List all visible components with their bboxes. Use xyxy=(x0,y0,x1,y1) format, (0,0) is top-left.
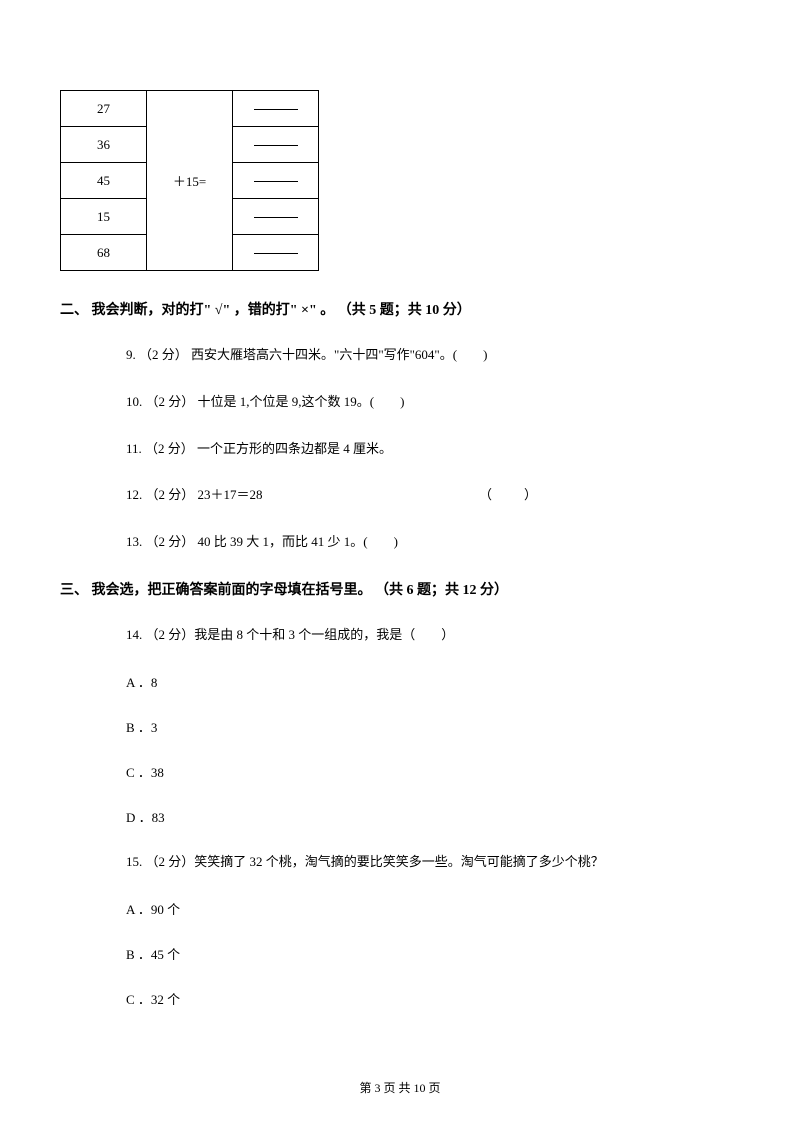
question-10: 10. （2 分） 十位是 1,个位是 9,这个数 19。( ) xyxy=(126,392,710,413)
question-points: （2 分） xyxy=(139,347,188,362)
question-text: 一个正方形的四条边都是 4 厘米。 xyxy=(197,441,392,456)
question-points: （2 分） xyxy=(146,394,195,409)
table-left-cell: 45 xyxy=(61,163,147,199)
question-number: 9. xyxy=(126,347,136,362)
table-left-cell: 27 xyxy=(61,91,147,127)
section-2-heading: 二、 我会判断，对的打" √" ，错的打" ×" 。 （共 5 题；共 10 分… xyxy=(60,299,710,319)
option-15-a: A ．90 个 xyxy=(126,899,710,918)
question-text: 23＋17＝28 xyxy=(198,487,263,502)
table-left-cell: 68 xyxy=(61,235,147,271)
question-15: 15. （2 分）笑笑摘了 32 个桃，淘气摘的要比笑笑多一些。淘气可能摘了多少… xyxy=(126,852,710,873)
question-text: 西安大雁塔高六十四米。"六十四"写作"604"。( ) xyxy=(191,347,487,362)
question-paren: （ ） xyxy=(479,487,539,502)
blank-line xyxy=(254,145,298,146)
question-13: 13. （2 分） 40 比 39 大 1，而比 41 少 1。( ) xyxy=(126,532,710,553)
question-number: 12. xyxy=(126,487,142,502)
question-12: 12. （2 分） 23＋17＝28 （ ） xyxy=(126,485,710,506)
table-answer-cell xyxy=(233,235,319,271)
blank-line xyxy=(254,181,298,182)
table-answer-cell xyxy=(233,91,319,127)
question-9: 9. （2 分） 西安大雁塔高六十四米。"六十四"写作"604"。( ) xyxy=(126,345,710,366)
question-number: 11. xyxy=(126,441,142,456)
question-number: 10. xyxy=(126,394,142,409)
option-14-c: C ．38 xyxy=(126,762,710,781)
option-14-b: B ．3 xyxy=(126,717,710,736)
table-answer-cell xyxy=(233,199,319,235)
table-answer-cell xyxy=(233,163,319,199)
blank-line xyxy=(254,217,298,218)
page-footer: 第 3 页 共 10 页 xyxy=(0,1079,800,1096)
table-left-cell: 36 xyxy=(61,127,147,163)
question-points: （2 分） xyxy=(146,534,195,549)
blank-line xyxy=(254,109,298,110)
table-operator-cell: ＋15= xyxy=(147,91,233,271)
blank-line xyxy=(254,253,298,254)
option-14-d: D ．83 xyxy=(126,807,710,826)
question-14: 14. （2 分）我是由 8 个十和 3 个一组成的，我是（ ） xyxy=(126,625,710,646)
option-14-a: A ．8 xyxy=(126,672,710,691)
section-3-heading: 三、 我会选，把正确答案前面的字母填在括号里。 （共 6 题；共 12 分） xyxy=(60,579,710,599)
option-15-c: C ．32 个 xyxy=(126,989,710,1008)
question-points: （2 分） xyxy=(146,487,195,502)
question-11: 11. （2 分） 一个正方形的四条边都是 4 厘米。 xyxy=(126,439,710,460)
table-left-cell: 15 xyxy=(61,199,147,235)
question-points: （2 分） xyxy=(145,441,194,456)
question-text: 十位是 1,个位是 9,这个数 19。( ) xyxy=(198,394,405,409)
question-text: 40 比 39 大 1，而比 41 少 1。( ) xyxy=(198,534,398,549)
table-answer-cell xyxy=(233,127,319,163)
question-number: 13. xyxy=(126,534,142,549)
option-15-b: B ．45 个 xyxy=(126,944,710,963)
addition-table: 27 ＋15= 36 45 15 68 xyxy=(60,90,319,271)
